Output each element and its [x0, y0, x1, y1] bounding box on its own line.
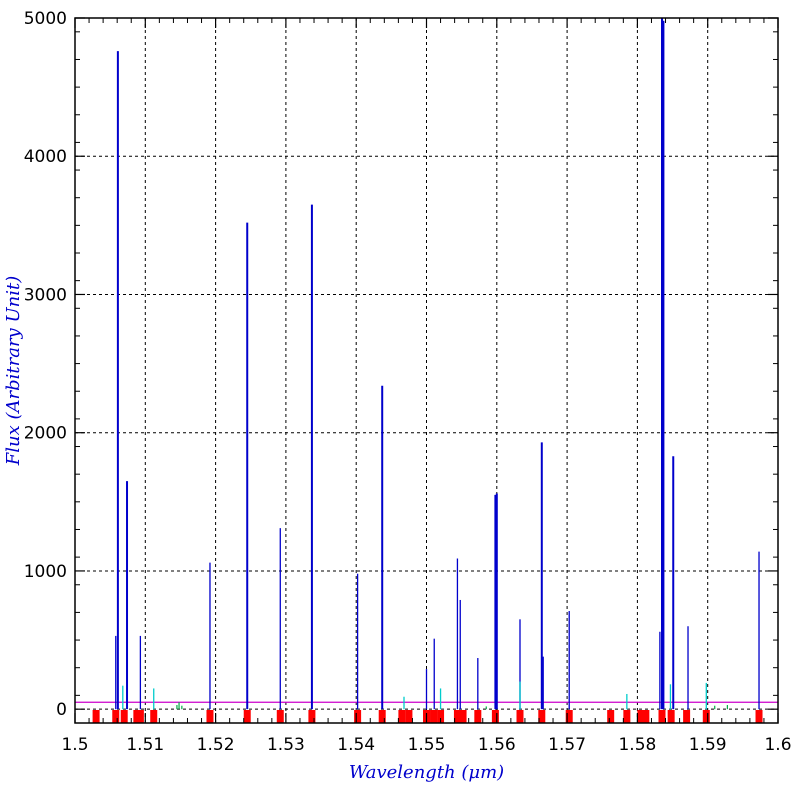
line-marker [491, 710, 499, 723]
line-marker [206, 710, 214, 723]
line-marker [276, 710, 284, 723]
x-tick-label: 1.52 [197, 735, 235, 755]
y-tick-label: 0 [56, 700, 67, 720]
line-marker [474, 710, 482, 723]
line-marker [667, 710, 675, 723]
x-tick-label: 1.6 [764, 735, 791, 755]
line-marker [538, 710, 546, 723]
line-marker [136, 710, 144, 723]
line-marker [683, 710, 691, 723]
axes [74, 17, 779, 724]
y-tick-label: 2000 [24, 424, 67, 444]
line-marker [637, 710, 645, 723]
line-marker [92, 710, 100, 723]
line-marker [120, 710, 128, 723]
line-marker [658, 710, 666, 723]
x-axis-title: Wavelength (μm) [349, 762, 504, 783]
x-tick-label: 1.57 [548, 735, 586, 755]
x-tick-label: 1.58 [618, 735, 656, 755]
x-tick-label: 1.54 [337, 735, 375, 755]
line-marker [378, 710, 386, 723]
data-series [75, 18, 778, 710]
x-tick-label: 1.55 [408, 735, 446, 755]
y-tick-label: 1000 [24, 562, 67, 582]
line-marker [453, 710, 461, 723]
line-marker [112, 710, 120, 723]
y-axis-title: Flux (Arbitrary Unit) [3, 276, 24, 466]
line-marker [398, 710, 406, 723]
line-marker [430, 710, 438, 723]
line-marker [405, 710, 413, 723]
y-tick-label: 4000 [24, 147, 67, 167]
x-tick-label: 1.56 [478, 735, 516, 755]
x-tick-label: 1.51 [126, 735, 164, 755]
line-marker [150, 710, 158, 723]
line-marker [516, 710, 524, 723]
line-marker [437, 710, 445, 723]
line-marker [702, 710, 710, 723]
y-tick-label: 5000 [24, 9, 67, 29]
line-marker [607, 710, 615, 723]
x-tick-label: 1.59 [689, 735, 727, 755]
line-marker [308, 710, 316, 723]
x-tick-label: 1.5 [61, 735, 88, 755]
line-marker [459, 710, 467, 723]
line-marker [354, 710, 362, 723]
line-marker [565, 710, 573, 723]
line-marker [755, 710, 763, 723]
line-marker [623, 710, 631, 723]
line-marker [642, 710, 650, 723]
tick-labels: 1.5 1.51 1.52 1.53 1.54 1.55 1.56 1.57 1.58 1.59 1… [24, 9, 792, 755]
line-marker [133, 710, 141, 723]
x-tick-label: 1.53 [267, 735, 305, 755]
line-marker [243, 710, 251, 723]
y-tick-label: 3000 [24, 285, 67, 305]
